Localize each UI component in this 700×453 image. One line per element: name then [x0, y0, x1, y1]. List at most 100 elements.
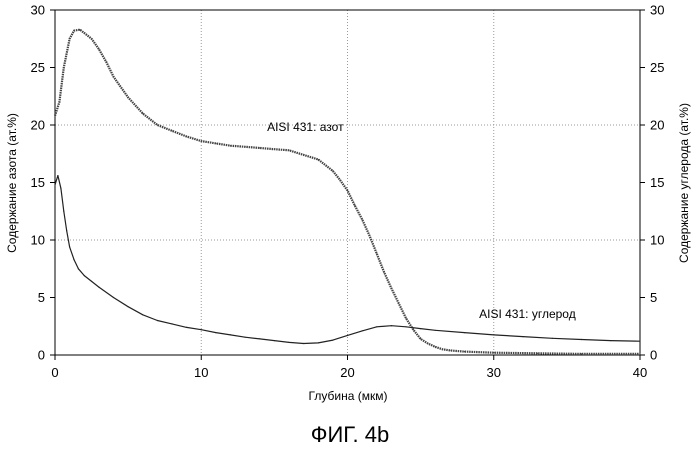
annotation-nitrogen: AISI 431: азот: [267, 120, 344, 134]
data-point-nitrogen: [142, 112, 144, 115]
x-tick-label: 0: [51, 365, 58, 380]
data-point-carbon: [171, 323, 173, 325]
y-tick-label-right: 0: [650, 348, 657, 363]
y-tick-label-left: 25: [31, 60, 45, 75]
data-point-nitrogen: [346, 189, 349, 192]
data-point-carbon: [463, 332, 466, 334]
data-point-nitrogen: [442, 348, 444, 350]
data-point-carbon: [259, 338, 261, 340]
data-point-carbon: [91, 280, 93, 282]
data-point-nitrogen: [383, 271, 385, 273]
data-point-carbon: [200, 329, 202, 331]
data-point-carbon: [376, 326, 378, 328]
data-point-nitrogen: [69, 38, 71, 40]
y-tick-label-left: 15: [31, 175, 45, 190]
data-point-carbon: [361, 330, 363, 332]
data-point-carbon: [522, 336, 524, 338]
data-point-carbon: [83, 275, 85, 277]
data-point-carbon: [434, 329, 436, 331]
data-point-nitrogen: [493, 352, 495, 354]
data-point-nitrogen: [303, 154, 305, 156]
data-point-nitrogen: [83, 32, 85, 34]
data-point-nitrogen: [376, 253, 378, 255]
data-point-nitrogen: [339, 179, 341, 181]
data-point-carbon: [303, 342, 305, 345]
data-point-nitrogen: [332, 170, 334, 172]
data-point-carbon: [66, 230, 68, 232]
data-point-carbon: [112, 296, 115, 299]
data-point-nitrogen: [229, 145, 232, 147]
data-point-carbon: [332, 339, 334, 341]
y-tick-label-left: 30: [31, 3, 45, 18]
data-point-nitrogen: [98, 48, 100, 50]
data-point-nitrogen: [317, 158, 319, 161]
data-point-carbon: [580, 338, 583, 341]
y-tick-label-left: 0: [38, 348, 45, 363]
data-point-nitrogen: [420, 338, 422, 340]
x-tick-label: 10: [194, 365, 208, 380]
data-point-nitrogen: [273, 148, 275, 150]
data-point-carbon: [610, 340, 612, 342]
data-point-nitrogen: [639, 353, 641, 355]
data-point-nitrogen: [463, 351, 466, 353]
series-line-nitrogen: [53, 28, 640, 355]
data-point-carbon: [57, 175, 59, 177]
data-point-carbon: [346, 334, 349, 336]
series-group: [53, 28, 641, 355]
data-point-nitrogen: [127, 96, 129, 98]
data-point-nitrogen: [412, 329, 414, 331]
data-point-carbon: [156, 319, 158, 322]
data-point-carbon: [405, 326, 407, 328]
data-point-carbon: [98, 286, 100, 288]
data-point-carbon: [215, 332, 217, 334]
y-tick-label-right: 5: [650, 290, 657, 305]
data-point-carbon: [73, 259, 75, 261]
data-point-carbon: [63, 210, 65, 212]
grid: [55, 10, 640, 355]
data-point-carbon: [186, 326, 188, 328]
data-point-nitrogen: [427, 342, 429, 345]
data-point-carbon: [60, 187, 62, 189]
y-tick-label-left: 5: [38, 290, 45, 305]
data-point-carbon: [551, 337, 553, 339]
data-point-carbon: [127, 306, 129, 308]
data-point-carbon: [390, 325, 392, 327]
x-tick-label: 20: [340, 365, 354, 380]
data-point-nitrogen: [244, 146, 246, 148]
data-point-nitrogen: [215, 142, 217, 144]
data-point-carbon: [493, 334, 495, 336]
data-point-nitrogen: [200, 140, 202, 142]
y-tick-label-right: 25: [650, 60, 664, 75]
data-point-nitrogen: [449, 349, 451, 351]
data-point-nitrogen: [186, 135, 188, 138]
data-point-nitrogen: [405, 317, 407, 319]
y-tick-label-right: 10: [650, 233, 664, 248]
data-point-carbon: [317, 342, 319, 344]
annotation-carbon: AISI 431: углерод: [479, 307, 576, 321]
data-point-nitrogen: [63, 66, 65, 69]
data-point-nitrogen: [580, 353, 583, 355]
data-point-nitrogen: [79, 29, 81, 31]
data-point-nitrogen: [390, 287, 392, 289]
data-point-nitrogen: [368, 234, 370, 236]
y-tick-label-right: 30: [650, 3, 664, 18]
x-tick-label: 40: [633, 365, 647, 380]
data-point-nitrogen: [156, 124, 158, 126]
data-point-nitrogen: [58, 101, 61, 103]
y-axis-title-left: Содержание азота (ат.%): [5, 113, 19, 253]
data-point-nitrogen: [434, 346, 436, 348]
data-point-carbon: [639, 340, 641, 342]
y-tick-label-left: 20: [31, 118, 45, 133]
data-point-carbon: [273, 340, 275, 342]
data-point-nitrogen: [537, 352, 539, 354]
x-axis-title: Глубина (мкм): [309, 389, 388, 403]
data-point-carbon: [229, 334, 232, 336]
data-point-nitrogen: [73, 30, 75, 32]
data-point-nitrogen: [398, 302, 400, 304]
y-axis-title-right: Содержание углерода (ат.%): [677, 103, 691, 263]
data-point-nitrogen: [112, 76, 115, 78]
y-tick-label-right: 15: [650, 175, 664, 190]
data-point-nitrogen: [361, 218, 363, 220]
